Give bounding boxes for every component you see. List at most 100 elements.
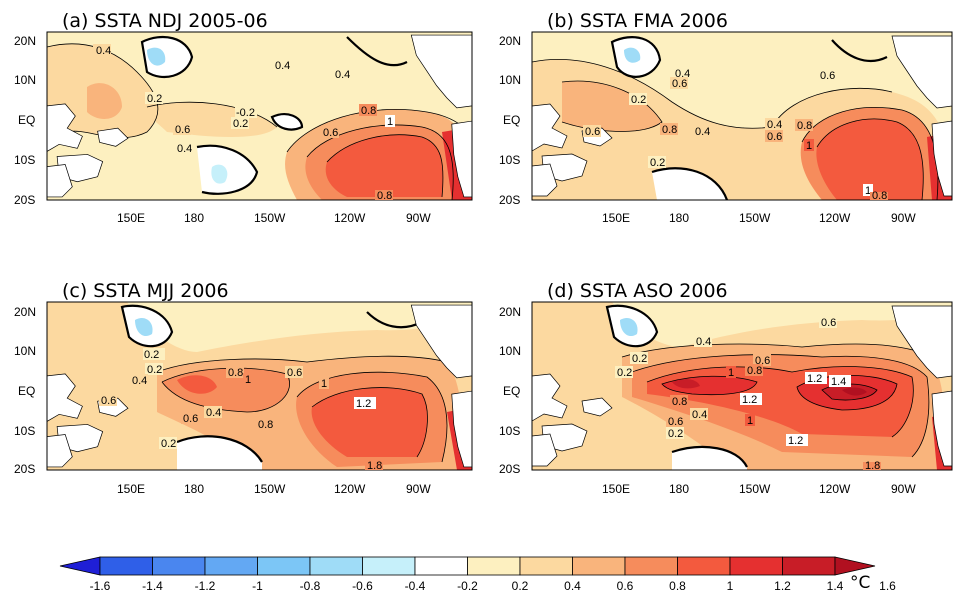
- svg-text:-0.2: -0.2: [236, 107, 255, 119]
- svg-text:0.8: 0.8: [662, 124, 677, 136]
- svg-text:0.8: 0.8: [258, 419, 273, 431]
- svg-text:0.4: 0.4: [96, 45, 111, 57]
- svg-text:90W: 90W: [891, 482, 916, 496]
- svg-text:0.6: 0.6: [821, 317, 836, 329]
- svg-text:1.8: 1.8: [367, 460, 382, 472]
- colorbar-tick-label: 0.4: [564, 579, 581, 593]
- svg-text:0.2: 0.2: [161, 438, 176, 450]
- panel-c-contour-labels: 0.2 0.2 0.4 0.8 1 0.6 1 0.6 0.6 0.4 0.8 …: [99, 348, 383, 472]
- svg-text:0.2: 0.2: [147, 364, 162, 376]
- colorbar-box: [257, 556, 311, 576]
- svg-text:150W: 150W: [739, 482, 771, 496]
- panel-d-contour-labels: 0.4 0.6 0.2 0.2 0.6 0.8 1 1.2 1.4 0.8 1.…: [615, 316, 881, 472]
- colorbar-tick-label: -0.4: [405, 579, 426, 593]
- svg-text:0.6: 0.6: [183, 413, 198, 425]
- svg-text:0.6: 0.6: [585, 126, 600, 138]
- colorbar-box: [414, 556, 468, 576]
- svg-text:150W: 150W: [739, 211, 771, 225]
- colorbar-box: [572, 556, 626, 576]
- lon-labels-a: 150E 180 150W 120W 90W: [117, 211, 431, 225]
- svg-text:120W: 120W: [819, 211, 851, 225]
- svg-text:0.6: 0.6: [820, 70, 835, 82]
- svg-text:1.2: 1.2: [742, 394, 757, 406]
- colorbar-tick-label: 0.6: [617, 579, 634, 593]
- lat-labels-d: 20N 10N EQ 10S 20S: [499, 305, 521, 476]
- svg-text:10S: 10S: [499, 424, 520, 438]
- svg-text:EQ: EQ: [18, 113, 35, 127]
- svg-text:0.6: 0.6: [287, 367, 302, 379]
- svg-text:20S: 20S: [14, 193, 35, 207]
- svg-text:0.4: 0.4: [335, 69, 350, 81]
- colorbar-box: [519, 556, 573, 576]
- svg-text:1.8: 1.8: [865, 460, 880, 472]
- svg-text:120W: 120W: [334, 482, 366, 496]
- svg-text:0.8: 0.8: [797, 120, 812, 132]
- colorbar-tick-label: 0.8: [669, 579, 686, 593]
- colorbar-tick-label: 1.2: [774, 579, 791, 593]
- svg-text:20S: 20S: [499, 462, 520, 476]
- colorbar-tick-label: -1: [252, 579, 263, 593]
- svg-text:150E: 150E: [602, 211, 630, 225]
- panel-b-contours: [531, 36, 939, 201]
- svg-text:EQ: EQ: [503, 384, 520, 398]
- svg-text:20N: 20N: [499, 34, 521, 48]
- svg-text:10N: 10N: [14, 73, 36, 87]
- lat-labels-c: 20N 10N EQ 10S 20S: [14, 305, 36, 476]
- svg-text:0.8: 0.8: [228, 367, 243, 379]
- panel-a-title: (a) SSTA NDJ 2005-06: [62, 10, 268, 32]
- svg-text:1: 1: [865, 185, 871, 197]
- panel-c-title: (c) SSTA MJJ 2006: [62, 280, 229, 302]
- colorbar-min-arrow: [59, 556, 101, 576]
- svg-text:EQ: EQ: [503, 113, 520, 127]
- panel-d-contours: [605, 304, 933, 468]
- svg-text:0.4: 0.4: [695, 126, 710, 138]
- colorbar-unit: °C: [850, 573, 870, 593]
- svg-text:150E: 150E: [117, 211, 145, 225]
- svg-text:1: 1: [728, 367, 734, 379]
- svg-text:0.4: 0.4: [206, 407, 221, 419]
- svg-text:0.4: 0.4: [767, 119, 782, 131]
- svg-text:1: 1: [321, 378, 327, 390]
- colorbar-tick-label: -0.2: [457, 579, 478, 593]
- svg-text:0.2: 0.2: [632, 353, 647, 365]
- svg-text:150E: 150E: [602, 482, 630, 496]
- svg-text:150W: 150W: [254, 482, 286, 496]
- svg-text:0.2: 0.2: [233, 118, 248, 130]
- svg-text:0.8: 0.8: [747, 365, 762, 377]
- svg-text:90W: 90W: [406, 482, 431, 496]
- svg-text:10S: 10S: [499, 153, 520, 167]
- svg-text:0.6: 0.6: [323, 127, 338, 139]
- colorbar-box: [204, 556, 258, 576]
- svg-text:10N: 10N: [499, 344, 521, 358]
- svg-text:0.8: 0.8: [377, 190, 392, 202]
- colorbar-tick-label: 0.2: [512, 579, 529, 593]
- panel-a: 0.4 0.2 0.4 0.4 0.6 -0.2 0.2 0.4 0.6 0.8…: [46, 31, 473, 202]
- colorbar-tick-label: -1.2: [195, 579, 216, 593]
- svg-text:180: 180: [184, 482, 204, 496]
- svg-text:0.8: 0.8: [872, 190, 887, 202]
- panel-a-contour-labels: 0.4 0.2 0.4 0.4 0.6 -0.2 0.2 0.4 0.6 0.8…: [93, 44, 395, 202]
- svg-text:20N: 20N: [14, 305, 36, 319]
- svg-text:0.6: 0.6: [672, 78, 687, 90]
- colorbar-box: [152, 556, 206, 576]
- svg-text:1.2: 1.2: [788, 435, 803, 447]
- svg-text:10S: 10S: [14, 153, 35, 167]
- svg-text:150E: 150E: [117, 482, 145, 496]
- lon-labels-c: 150E 180 150W 120W 90W: [117, 482, 431, 496]
- colorbar-tick-label: 1: [727, 579, 734, 593]
- svg-text:120W: 120W: [334, 211, 366, 225]
- svg-text:1.2: 1.2: [807, 373, 822, 385]
- svg-text:120W: 120W: [819, 482, 851, 496]
- colorbar-box: [309, 556, 363, 576]
- colorbar-box: [99, 556, 153, 576]
- colorbar-tick-label: -1.4: [142, 579, 163, 593]
- colorbar-tick-label: -0.8: [300, 579, 321, 593]
- panel-d: 0.4 0.6 0.2 0.2 0.6 0.8 1 1.2 1.4 0.8 1.…: [531, 301, 953, 472]
- svg-text:20N: 20N: [499, 305, 521, 319]
- svg-text:150W: 150W: [254, 211, 286, 225]
- svg-text:10S: 10S: [14, 424, 35, 438]
- colorbar-tick-label: -1.6: [90, 579, 111, 593]
- colorbar-box: [782, 556, 836, 576]
- svg-text:1: 1: [245, 374, 251, 386]
